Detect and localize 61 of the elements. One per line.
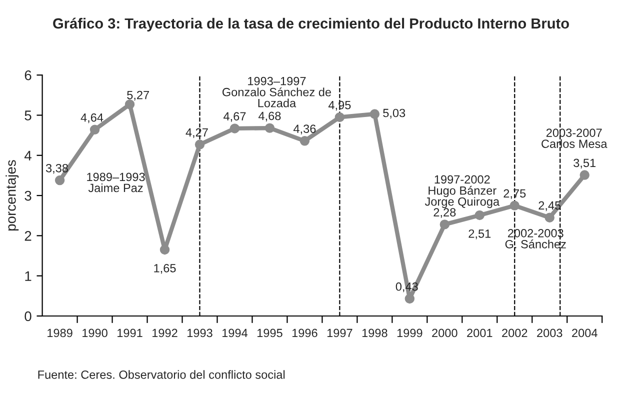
x-tick-label: 1990	[82, 328, 108, 338]
chart-title: Gráfico 3: Trayectoria de la tasa de crecimiento del Producto Interno Bruto	[53, 18, 569, 32]
annotation: 1989–1993 Jaime Paz	[87, 172, 145, 192]
x-tick-label: 1993	[188, 328, 212, 338]
annotation: 2002-2003 G. Sánchez	[505, 229, 566, 248]
annotation: 1997-2002 Hugo Bánzer Jorge Quiroga	[424, 175, 500, 208]
point	[160, 244, 170, 255]
data-label: 4,36	[293, 124, 316, 134]
point	[474, 210, 484, 220]
point	[54, 175, 65, 186]
point	[370, 109, 380, 119]
x-tick-label: 1992	[152, 328, 178, 338]
data-label: 2,51	[468, 229, 491, 240]
point	[510, 200, 520, 210]
x-tick-label: 1998	[362, 328, 388, 338]
x-tick-label: 1997	[327, 328, 352, 338]
point	[90, 124, 100, 135]
y-axis-title: porcentajes	[6, 160, 19, 231]
x-tick-label: 1996	[292, 328, 318, 338]
x-tick-label: 2004	[572, 328, 598, 338]
x-tick-label: 1999	[397, 328, 422, 338]
data-label: 4,64	[80, 113, 104, 124]
x-tick-label: 1994	[222, 328, 248, 338]
y-tick-label: 1	[25, 271, 32, 281]
point	[264, 123, 275, 133]
data-label: 4,95	[328, 100, 351, 111]
point	[440, 220, 450, 230]
point	[404, 294, 415, 304]
x-tick-label: 2001	[467, 328, 492, 338]
data-label: 4,68	[258, 112, 281, 122]
data-label: 0,43	[396, 282, 418, 292]
data-label: 3,51	[574, 158, 596, 168]
x-tick-label: 1991	[118, 328, 142, 338]
y-tick-label: 3	[24, 190, 32, 201]
y-tick-label: 2	[24, 231, 32, 241]
data-label: 2,45	[538, 201, 561, 212]
source-note: Fuente: Ceres. Observatorio del conflicto social	[38, 370, 285, 379]
data-label: 3,38	[46, 164, 68, 174]
point	[580, 170, 590, 180]
point	[194, 140, 205, 150]
point	[544, 212, 554, 222]
data-label: 2,75	[504, 189, 526, 200]
data-label: 4,67	[224, 112, 246, 122]
x-tick-label: 2000	[432, 328, 458, 338]
y-tick-label: 0	[24, 311, 32, 322]
point	[230, 124, 240, 134]
point	[334, 112, 345, 122]
x-tick-label: 2003	[537, 328, 562, 338]
annotation: 2003-2007 Carlos Mesa	[542, 128, 608, 148]
x-tick-label: 1995	[257, 328, 282, 338]
y-tick-label: 4	[24, 150, 32, 160]
y-tick-label: 6	[24, 70, 32, 80]
data-label: 2,28	[434, 208, 456, 218]
data-label: 5,03	[383, 108, 406, 119]
data-label: 1,65	[154, 264, 176, 274]
point	[300, 136, 310, 146]
y-tick-label: 5	[24, 110, 32, 120]
data-label: 4,27	[186, 128, 208, 138]
data-label: 5,27	[127, 90, 149, 101]
x-tick-label: 1989	[48, 328, 72, 338]
x-tick-label: 2002	[502, 328, 528, 338]
